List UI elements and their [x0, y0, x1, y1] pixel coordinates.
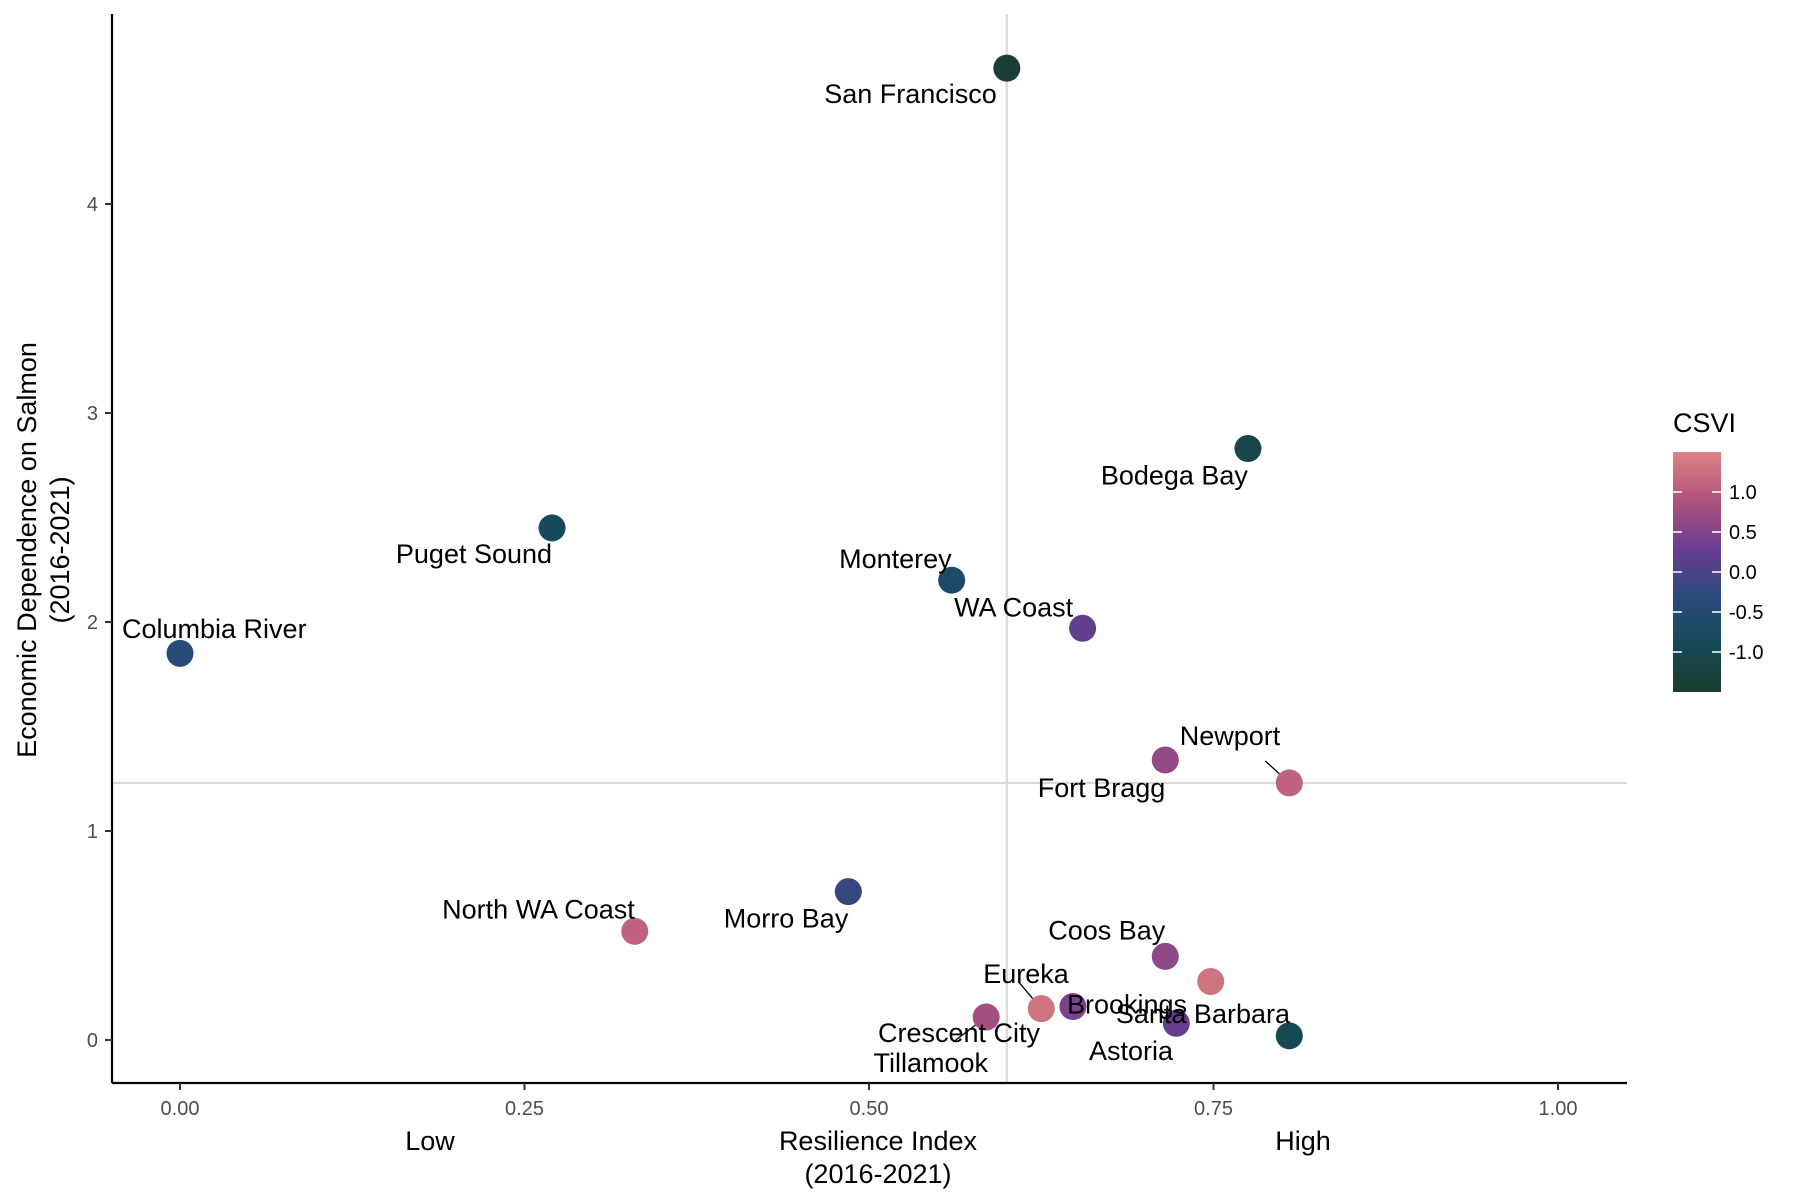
data-point-monterey: [938, 566, 966, 594]
data-point-columbia-river: [166, 639, 194, 667]
data-points: [166, 54, 1303, 1050]
x-tick-label: 0.00: [161, 1098, 200, 1120]
data-point-newport: [1275, 769, 1303, 797]
reference-lines: [112, 14, 1627, 1083]
x-qualitative-low: Low: [405, 1126, 455, 1156]
point-label-san-francisco: San Francisco: [824, 79, 997, 109]
x-tick-label: 0.25: [505, 1098, 544, 1120]
point-label-santa-barbara: Santa Barbara: [1116, 999, 1291, 1029]
data-point-wa-coast: [1069, 614, 1097, 642]
data-point-north-wa-coast: [621, 917, 649, 945]
y-tick-label: 4: [87, 194, 98, 216]
point-label-tillamook: Tillamook: [873, 1048, 988, 1078]
point-label-monterey: Monterey: [839, 544, 952, 574]
legend-tick-label: 0.5: [1729, 522, 1757, 544]
x-axis-title-line: Resilience Index: [779, 1126, 978, 1156]
point-label-newport: Newport: [1180, 721, 1281, 751]
data-point-astoria: [1162, 1009, 1190, 1037]
point-label-morro-bay: Morro Bay: [724, 904, 849, 934]
data-point-san-francisco: [993, 54, 1021, 82]
legend-title: CSVI: [1673, 408, 1736, 438]
legend-tick-label: 1.0: [1729, 482, 1757, 504]
data-point-crescent-city: [972, 1003, 1000, 1031]
csvi-legend: CSVI 1.0 0.5 0.0 -0.5 -1.0: [1673, 408, 1763, 692]
x-qualitative-high: High: [1275, 1126, 1331, 1156]
point-label-north-wa-coast: North WA Coast: [442, 894, 635, 924]
data-point-puget-sound: [538, 514, 566, 542]
legend-tick-label: 0.0: [1729, 562, 1757, 584]
point-label-crescent-city: Crescent City: [878, 1018, 1041, 1048]
axes: 0.00 0.25 0.50 0.75 1.00 0 1 2 3 4: [87, 14, 1627, 1120]
y-tick-label: 0: [87, 1030, 98, 1052]
y-tick-label: 1: [87, 821, 98, 843]
point-label-brookings: Brookings: [1067, 990, 1187, 1020]
point-label-eureka: Eureka: [983, 959, 1070, 989]
point-label-coos-bay: Coos Bay: [1048, 915, 1166, 945]
x-axis-title-line: (2016-2021): [804, 1159, 951, 1189]
point-label-fort-bragg: Fort Bragg: [1038, 773, 1166, 803]
point-label-columbia-river: Columbia River: [122, 614, 307, 644]
point-label-astoria: Astoria: [1089, 1036, 1174, 1066]
point-labels: San Francisco Bodega Bay Puget Sound Monter…: [122, 79, 1291, 1078]
x-tick-label: 0.75: [1194, 1098, 1233, 1120]
data-point-brookings: [1059, 993, 1087, 1021]
y-axis-title-line: (2016-2021): [45, 476, 75, 623]
legend-tick-label: -0.5: [1729, 602, 1763, 624]
point-label-bodega-bay: Bodega Bay: [1101, 461, 1249, 491]
y-tick-label: 2: [87, 612, 98, 634]
data-point-santa-barbara: [1197, 967, 1225, 995]
data-point-eureka: [1027, 995, 1055, 1023]
x-tick-label: 1.00: [1539, 1098, 1578, 1120]
legend-tick-label: -1.0: [1729, 642, 1763, 664]
x-tick-label: 0.50: [850, 1098, 889, 1120]
data-point-bodega-bay: [1234, 435, 1262, 463]
data-point-fort-bragg: [1151, 746, 1179, 774]
point-label-puget-sound: Puget Sound: [396, 539, 552, 569]
y-axis-title-line: Economic Dependence on Salmon: [12, 342, 42, 758]
y-tick-label: 3: [87, 403, 98, 425]
data-point-tillamook: [1275, 1022, 1303, 1050]
data-point-coos-bay: [1151, 942, 1179, 970]
data-point-morro-bay: [834, 878, 862, 906]
point-label-wa-coast: WA Coast: [954, 592, 1074, 622]
